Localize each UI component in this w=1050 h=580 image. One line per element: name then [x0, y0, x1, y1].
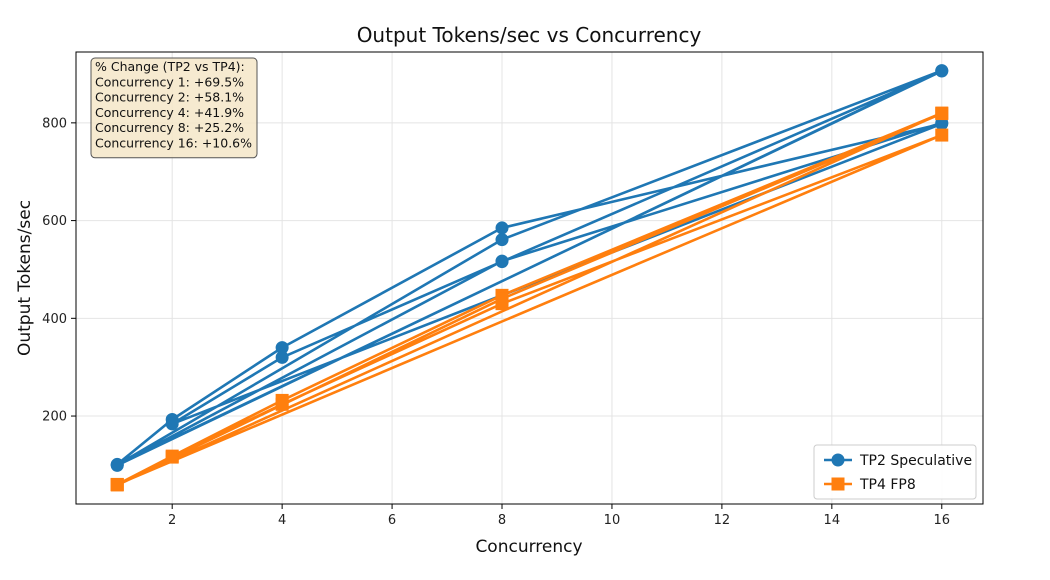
legend-entry: TP2 Speculative: [824, 453, 972, 469]
y-tick-label: 600: [42, 214, 67, 229]
data-point: [165, 417, 179, 431]
data-point: [110, 477, 124, 491]
annotation-line: Concurrency 1: +69.5%: [95, 74, 244, 89]
annotation-line: Concurrency 2: +58.1%: [95, 90, 244, 105]
data-point: [935, 107, 949, 121]
data-point: [495, 254, 509, 268]
x-tick-label: 10: [604, 513, 621, 528]
data-point: [935, 64, 949, 78]
legend-marker: [831, 453, 845, 467]
x-tick-label: 6: [388, 513, 396, 528]
x-tick-label: 8: [498, 513, 506, 528]
legend-label: TP2 Speculative: [859, 453, 972, 469]
series-line: [115, 111, 944, 487]
x-tick-label: 4: [278, 513, 286, 528]
legend-label: TP4 FP8: [859, 477, 916, 493]
data-point: [165, 450, 179, 464]
y-tick-label: 400: [42, 312, 67, 327]
x-tick-label: 12: [714, 513, 731, 528]
legend-box: [813, 444, 977, 500]
data-point: [110, 458, 124, 472]
annotation-line: Concurrency 8: +25.2%: [95, 120, 244, 135]
series-1: [110, 106, 949, 492]
y-axis-title: Output Tokens/sec: [15, 200, 35, 356]
y-tick-label: 200: [42, 410, 67, 425]
annotation-line: Concurrency 4: +41.9%: [95, 105, 244, 120]
series-lines: [110, 64, 949, 492]
x-tick-label: 14: [824, 513, 841, 528]
percent-change-annotation: % Change (TP2 vs TP4):Concurrency 1: +69…: [90, 57, 258, 159]
x-tick-label: 2: [168, 513, 176, 528]
annotation-line: Concurrency 16: +10.6%: [95, 136, 252, 151]
x-axis-title: Concurrency: [475, 537, 582, 557]
data-point: [495, 233, 509, 247]
x-tick-label: 16: [933, 513, 950, 528]
legend-marker: [831, 477, 845, 491]
legend: TP2 Speculative TP4 FP8: [813, 444, 977, 500]
annotation-line: % Change (TP2 vs TP4):: [95, 59, 245, 74]
axis-ticks: 2 4 6 8 10 12 14 16 200 400 600 800: [42, 116, 950, 528]
series-0: [110, 64, 949, 472]
legend-entry: TP4 FP8: [824, 477, 916, 493]
annotation-background: [90, 57, 258, 159]
y-tick-label: 800: [42, 116, 67, 131]
data-point: [935, 128, 949, 142]
data-point: [495, 292, 509, 306]
chart-title: Output Tokens/sec vs Concurrency: [357, 23, 702, 47]
plot-frame: [75, 51, 984, 505]
data-point: [495, 221, 509, 235]
data-point: [275, 350, 289, 364]
data-point: [275, 341, 289, 355]
data-point: [275, 397, 289, 411]
